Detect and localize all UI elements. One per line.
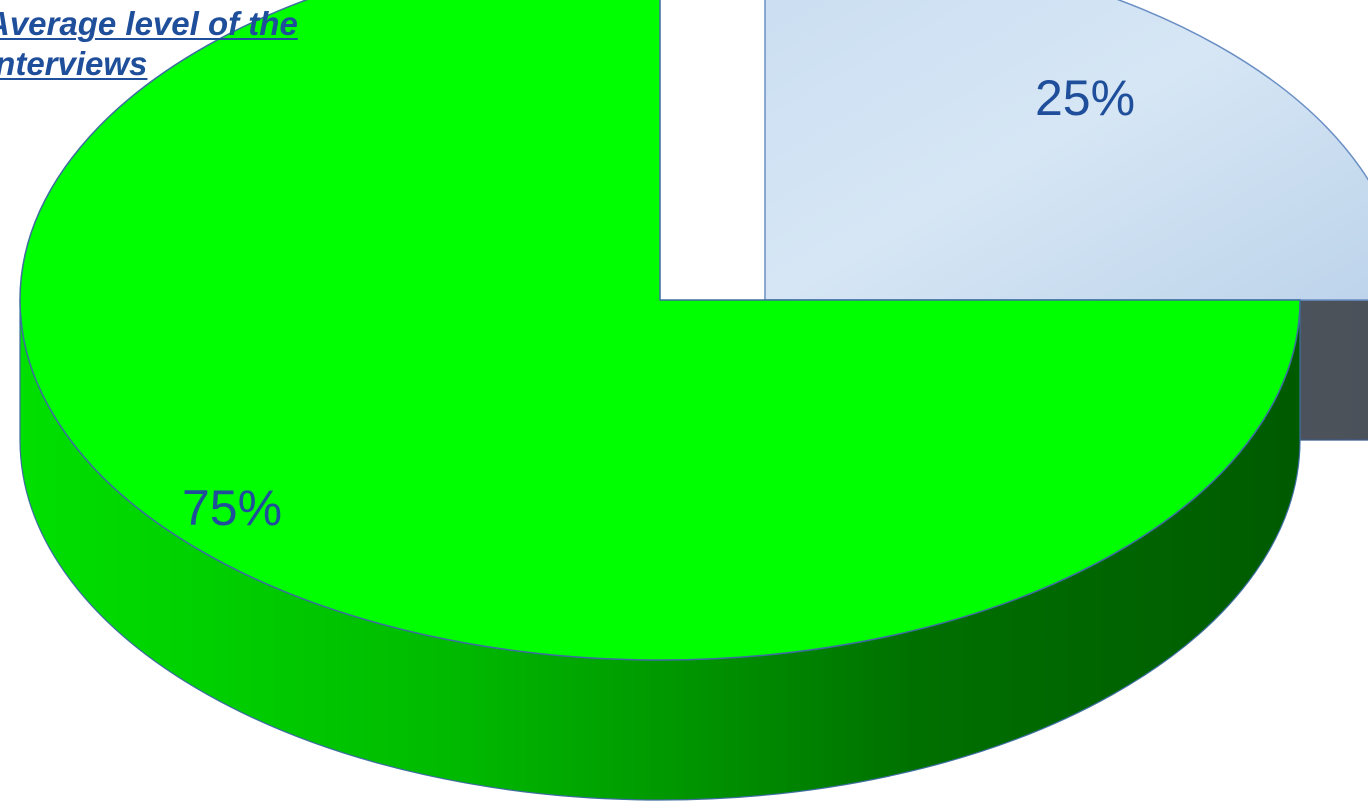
data-label-0: 25% — [1035, 70, 1135, 126]
chart-title-line-2: interviews — [0, 45, 148, 82]
slice-1 — [19, 0, 1301, 661]
data-label-1: 75% — [182, 480, 282, 536]
chart-title: Average level of the interviews — [0, 4, 298, 84]
chart-title-line-1: Average level of the — [0, 5, 298, 42]
slice-0 — [764, 0, 1368, 301]
